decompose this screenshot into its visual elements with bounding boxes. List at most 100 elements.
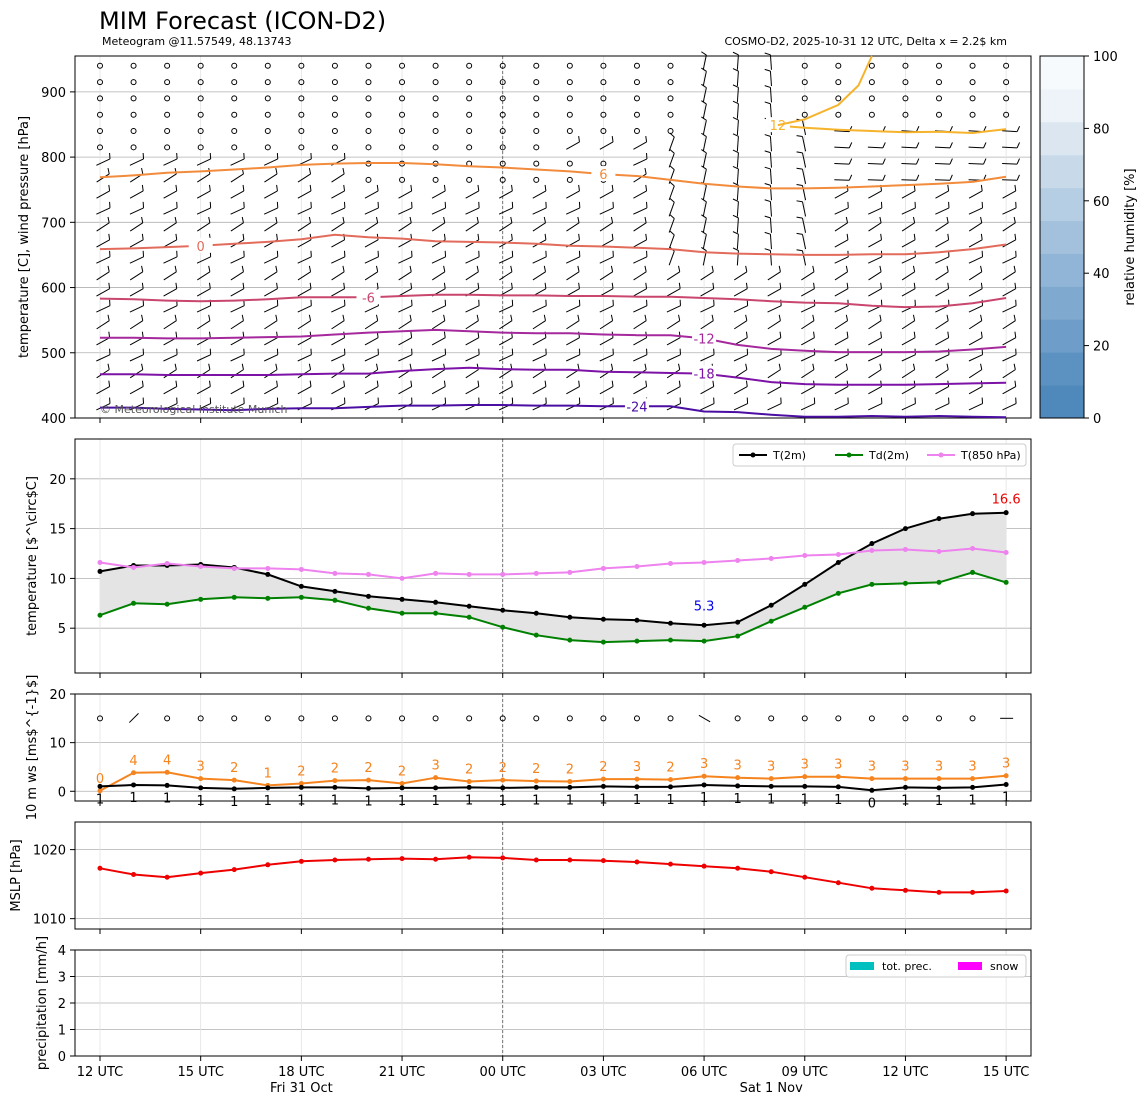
wind-barb-flag xyxy=(443,233,446,240)
wind-barb xyxy=(702,217,707,233)
calm-wind-circle xyxy=(466,176,473,183)
wind-barb-flag xyxy=(342,167,345,175)
wind-barb-flag xyxy=(880,282,882,289)
wind-barb xyxy=(364,190,379,199)
dewpoint-spread-fill xyxy=(100,512,1007,643)
gust-value-label: 2 xyxy=(331,762,339,777)
colorbar-segment xyxy=(1040,56,1084,90)
wind-barb xyxy=(96,320,110,330)
data-point xyxy=(500,607,506,613)
wind-barb-flag xyxy=(107,167,110,175)
wind-barb-flag xyxy=(275,216,278,223)
wind-barb-flag xyxy=(980,233,983,240)
gust-value-label: 3 xyxy=(801,758,809,773)
legend-marker xyxy=(846,452,852,458)
calm-wind-circle xyxy=(432,95,439,102)
wind-barb-flag xyxy=(308,167,312,175)
calm-wind-circle xyxy=(835,111,842,118)
wind-barb xyxy=(431,271,446,281)
wind-barb-flag xyxy=(375,265,379,272)
wind-barb-flag xyxy=(880,331,882,338)
gust-value-label: 2 xyxy=(230,761,238,776)
wind-barb xyxy=(431,222,446,232)
mean-wind-label: 1 xyxy=(633,793,641,808)
calm-wind-circle xyxy=(231,79,238,86)
calm-wind-circle xyxy=(264,62,271,69)
wind-barb xyxy=(364,320,378,330)
wind-barb xyxy=(736,87,739,103)
wind-barb xyxy=(163,288,177,297)
calm-wind-circle xyxy=(499,128,506,135)
wind-barb xyxy=(633,256,648,264)
wind-barb xyxy=(431,354,446,362)
y-axis-label: MSLP [hPa] xyxy=(9,839,24,911)
data-point xyxy=(768,618,774,624)
data-point xyxy=(936,776,942,782)
wind-barb xyxy=(800,354,815,362)
wind-barb xyxy=(934,146,951,149)
data-point xyxy=(533,857,539,863)
wind-barb xyxy=(197,369,211,379)
wind-barb xyxy=(499,320,513,330)
wind-barb xyxy=(431,369,446,379)
calm-wind-circle xyxy=(566,715,573,722)
wind-barb xyxy=(834,354,849,362)
wind-barb-flag xyxy=(107,265,110,272)
wind-barb xyxy=(230,222,244,232)
data-point xyxy=(231,786,237,792)
calm-wind-circle xyxy=(499,176,506,183)
wind-barb xyxy=(736,217,739,233)
wind-barb xyxy=(96,190,110,199)
mean-wind-label: 1 xyxy=(1002,790,1010,805)
wind-barb xyxy=(935,190,949,199)
wind-barb xyxy=(702,169,707,184)
wind-barb xyxy=(901,337,916,346)
wind-barb xyxy=(230,190,245,199)
data-point xyxy=(902,580,908,586)
calm-wind-circle xyxy=(902,715,909,722)
wind-barb xyxy=(196,305,211,313)
wind-barb xyxy=(499,271,513,281)
calm-wind-circle xyxy=(264,111,271,118)
wind-barb xyxy=(801,369,815,379)
wind-barb xyxy=(566,222,580,232)
calm-wind-circle xyxy=(633,95,640,102)
wind-barb xyxy=(901,207,916,215)
wind-barb xyxy=(532,207,547,215)
calm-wind-circle xyxy=(331,79,338,86)
data-point xyxy=(835,880,841,886)
wind-barb xyxy=(767,403,782,411)
wind-barb-flag xyxy=(511,184,513,191)
calm-wind-circle xyxy=(365,176,372,183)
wind-barb xyxy=(398,320,412,330)
wind-barb xyxy=(769,168,772,184)
wind-barb xyxy=(736,234,739,250)
y-tick-label: 400 xyxy=(41,412,66,427)
wind-barb xyxy=(736,54,739,70)
wind-barb-flag xyxy=(712,282,715,289)
wind-barb-flag xyxy=(949,158,953,165)
gust-value-label: 2 xyxy=(398,764,406,779)
calm-wind-circle xyxy=(164,111,171,118)
wind-barb xyxy=(230,256,245,264)
calm-wind-circle xyxy=(432,144,439,151)
wind-barb-flag xyxy=(577,265,580,272)
series-line xyxy=(99,771,1007,792)
mean-wind-label: 1 xyxy=(465,793,473,808)
data-point xyxy=(500,571,506,577)
wind-barb-flag xyxy=(443,314,446,321)
wind-barb xyxy=(702,54,707,70)
wind-barb-flag xyxy=(813,331,815,338)
data-point xyxy=(131,564,137,570)
wind-barb xyxy=(230,173,244,183)
colorbar-label: relative humidity [%] xyxy=(1123,168,1138,305)
upper-air-panel: 400 500 600 700 800 900 temperature [C], wind … xyxy=(17,51,1032,427)
calm-wind-circle xyxy=(835,62,842,69)
wind-barb xyxy=(901,179,917,181)
wind-barb-flag xyxy=(611,282,614,289)
gust-value-label: 3 xyxy=(935,760,943,775)
wind-barb-flag xyxy=(764,215,771,219)
wind-barb xyxy=(230,403,245,411)
wind-barb xyxy=(736,120,739,136)
wind-barb-flag xyxy=(107,216,110,223)
